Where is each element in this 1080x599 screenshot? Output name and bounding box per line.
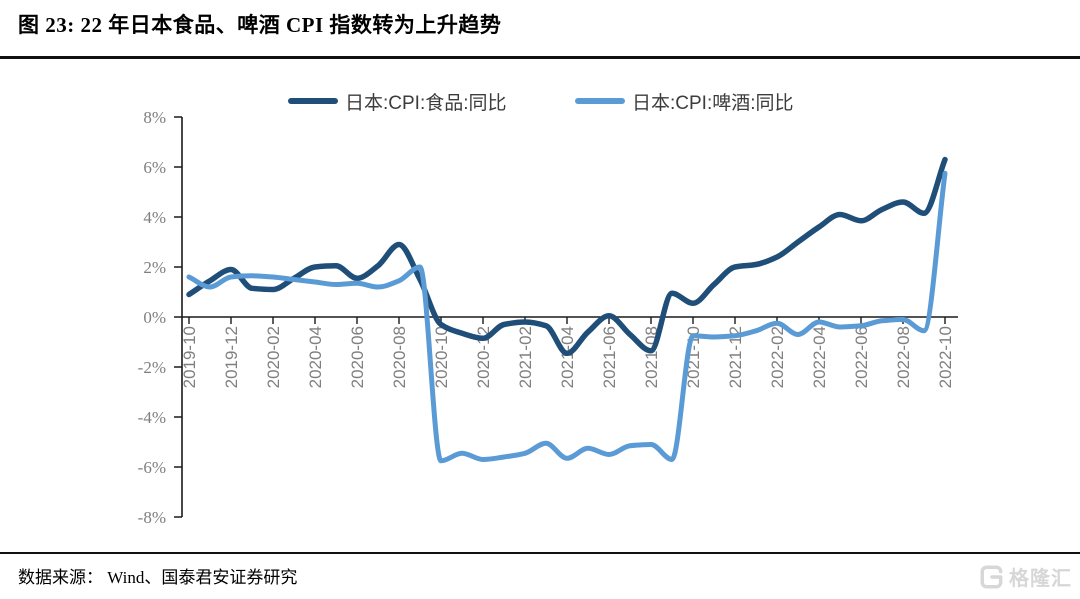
- x-axis-label: 2020-06: [348, 326, 367, 388]
- y-axis-label: -8%: [138, 508, 166, 527]
- x-axis-label: 2019-10: [180, 326, 199, 388]
- legend-item-beer-cpi: 日本:CPI:啤酒:同比: [575, 88, 794, 114]
- y-axis-label: 8%: [143, 108, 166, 127]
- y-axis-label: 2%: [143, 258, 166, 277]
- legend-label-beer: 日本:CPI:啤酒:同比: [632, 92, 794, 114]
- footer-divider: [0, 552, 1080, 554]
- gelonghui-watermark: 格隆汇: [979, 562, 1072, 591]
- y-axis-label: -2%: [138, 358, 166, 377]
- figure-title: 图 23: 22 年日本食品、啤酒 CPI 指数转为上升趋势: [18, 13, 502, 37]
- x-axis-label: 2022-02: [768, 326, 787, 388]
- data-source-note: 数据来源： Wind、国泰君安证券研究: [18, 568, 298, 587]
- x-axis-label: 2022-04: [810, 326, 829, 388]
- title-divider: [0, 56, 1080, 59]
- x-axis-label: 2020-04: [306, 326, 325, 388]
- x-axis-label: 2021-04: [558, 326, 577, 388]
- x-axis-label: 2021-02: [516, 326, 535, 388]
- x-axis-label: 2020-12: [474, 326, 493, 388]
- food-line: [186, 156, 948, 357]
- beer-line: [186, 170, 948, 464]
- x-axis-label: 2022-10: [936, 326, 955, 388]
- y-axis-label: 0%: [143, 308, 166, 327]
- food-line-swatch-icon: [288, 98, 338, 104]
- x-axis-label: 2020-10: [432, 326, 451, 388]
- x-axis-label: 2021-06: [600, 326, 619, 388]
- y-axis-label: 4%: [143, 208, 166, 227]
- legend-label-food: 日本:CPI:食品:同比: [345, 92, 507, 114]
- x-axis-label: 2020-02: [264, 326, 283, 388]
- x-axis-label: 2019-12: [222, 326, 241, 388]
- y-axis-label: -6%: [138, 458, 166, 477]
- x-axis-label: 2021-12: [726, 326, 745, 388]
- x-axis-label: 2022-06: [852, 326, 871, 388]
- x-axis-label: 2022-08: [894, 326, 913, 388]
- beer-line-swatch-icon: [575, 98, 625, 104]
- x-axis-label: 2020-08: [390, 326, 409, 388]
- gelonghui-logo-icon: [980, 565, 1003, 588]
- y-axis-label: -4%: [138, 408, 166, 427]
- legend-item-food-cpi: 日本:CPI:食品:同比: [288, 88, 507, 114]
- y-axis-label: 6%: [143, 158, 166, 177]
- gelonghui-logo-text: 格隆汇: [1009, 568, 1072, 590]
